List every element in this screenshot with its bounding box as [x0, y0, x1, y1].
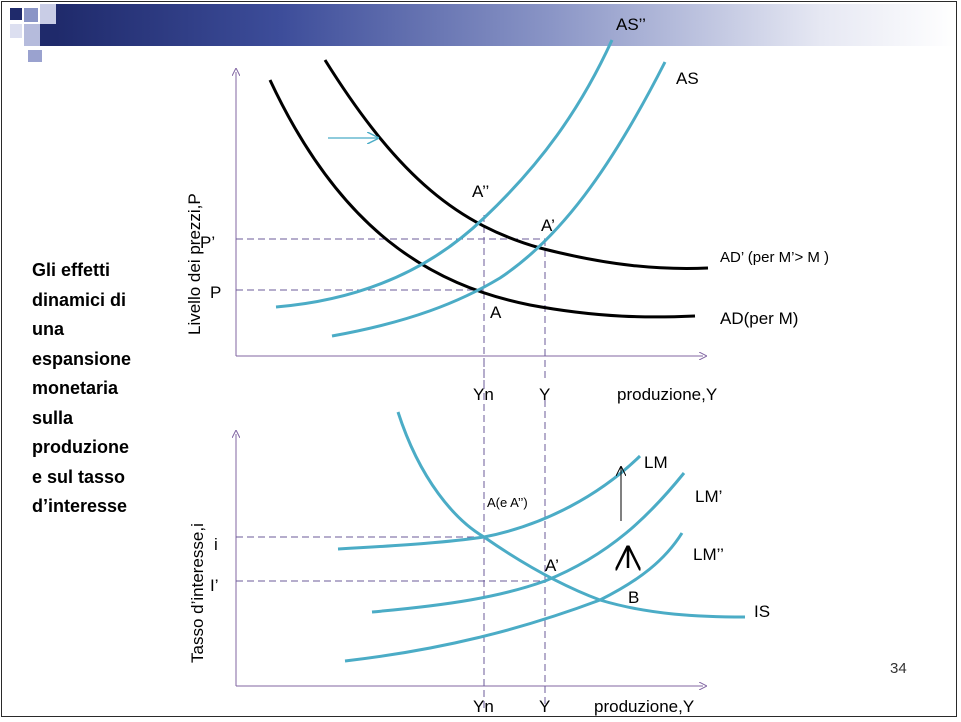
label-is: IS	[754, 602, 770, 621]
top-x-tick-y: Y	[539, 385, 550, 404]
point-a-double-prime: A’’	[472, 182, 489, 201]
point-a: A	[490, 303, 502, 322]
top-graph: Livello dei prezzi,P produzione,Y Yn Y P…	[185, 15, 829, 404]
label-ad: AD(per M)	[720, 309, 798, 328]
bottom-y-tick-i-prime: I’	[210, 576, 219, 595]
lm-double-prime-curve	[344, 532, 684, 663]
is-curve	[396, 411, 746, 619]
label-lm-double-prime: LM’’	[693, 545, 724, 564]
top-x-axis-label: produzione,Y	[617, 385, 717, 404]
top-y-tick-p-prime: P’	[200, 233, 215, 252]
bottom-y-axis-label: Tasso d’interesse,i	[188, 523, 207, 663]
page-number: 34	[890, 660, 907, 677]
label-as: AS	[676, 69, 699, 88]
label-as-double-prime: AS’’	[616, 15, 646, 34]
ad-prime-curve	[323, 59, 709, 270]
point-b: B	[628, 588, 639, 607]
as-curve	[331, 61, 667, 338]
lm-prime-curve	[371, 472, 686, 614]
point-a-prime: A’	[541, 216, 555, 235]
label-lm-prime: LM’	[695, 487, 722, 506]
point-a-e-a-double-prime: A(e A’’)	[487, 495, 528, 510]
as-double-prime-curve	[275, 39, 614, 309]
lm-curve	[337, 454, 642, 551]
header-gradient-bar	[56, 4, 956, 46]
bottom-x-axis-label: produzione,Y	[594, 697, 694, 716]
label-ad-prime: AD’ (per M’> M )	[720, 249, 829, 266]
label-lm: LM	[644, 453, 668, 472]
point-a-prime-bottom: A’	[545, 556, 559, 575]
ad-curve	[268, 79, 696, 319]
bottom-graph: Tasso d’interesse,i produzione,Y Yn Y i …	[188, 360, 770, 716]
bottom-x-tick-yn: Yn	[473, 697, 494, 716]
top-y-axis-label: Livello dei prezzi,P	[185, 193, 204, 335]
bottom-y-tick-i: i	[214, 535, 218, 554]
top-y-tick-p: P	[210, 283, 221, 302]
top-x-tick-yn: Yn	[473, 385, 494, 404]
bottom-x-tick-y: Y	[539, 697, 550, 716]
slide-side-text: Gli effetti dinamici di una espansione m…	[32, 260, 132, 516]
